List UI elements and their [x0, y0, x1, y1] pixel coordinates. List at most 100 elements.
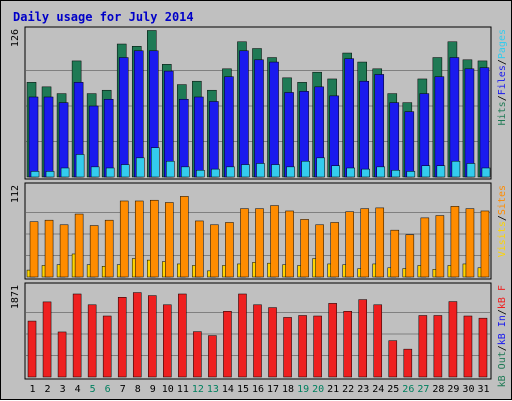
bar-pages	[286, 166, 295, 178]
bar-files	[179, 98, 189, 178]
ymax-label-visits-sites: 112	[10, 185, 21, 203]
bar-pages	[196, 169, 205, 178]
bar-files	[209, 101, 219, 178]
x-tick-label: 19	[297, 384, 309, 395]
bar-sites	[225, 222, 234, 278]
bar-pages	[436, 165, 446, 178]
bar-files	[434, 76, 445, 178]
bar-pages	[301, 160, 310, 178]
bar-pages	[331, 165, 340, 178]
bar-pages	[391, 169, 401, 178]
bar-files	[194, 96, 204, 178]
legend-separator: /	[497, 309, 508, 315]
bar-kb-f	[87, 304, 97, 378]
bar-files	[419, 93, 430, 178]
bar-kb-f	[223, 311, 232, 378]
bar-kb-f	[253, 304, 262, 378]
legend-separator: /	[497, 59, 508, 65]
bar-pages	[271, 164, 280, 178]
bar-kb-f	[27, 320, 37, 378]
bar-sites	[89, 225, 99, 278]
bar-pages	[60, 167, 70, 178]
bar-kb-f	[313, 315, 322, 378]
bar-pages	[75, 154, 85, 178]
bar-files	[58, 102, 69, 178]
bar-files	[374, 74, 385, 178]
bar-kb-f	[268, 307, 277, 378]
x-tick-label: 30	[462, 384, 474, 395]
bar-kb-f	[57, 331, 67, 378]
bar-files	[344, 58, 354, 178]
x-tick-label: 14	[222, 384, 234, 395]
x-tick-label: 1	[30, 384, 36, 395]
bar-kb-f	[463, 315, 473, 378]
bar-pages	[90, 166, 100, 178]
bar-pages	[346, 167, 355, 178]
x-tick-label: 11	[177, 384, 189, 395]
x-tick-label: 26	[402, 384, 414, 395]
legend-entry: kB Out	[497, 351, 508, 387]
bar-sites	[345, 211, 354, 278]
bar-sites	[270, 205, 279, 278]
bar-sites	[360, 208, 369, 278]
bar-sites	[435, 215, 445, 278]
bar-pages	[211, 168, 220, 178]
bar-files	[479, 67, 490, 178]
bar-files	[404, 111, 415, 178]
x-tick-label: 10	[162, 384, 174, 395]
bar-sites	[420, 217, 430, 278]
bar-pages	[151, 147, 160, 178]
bar-kb-f	[163, 304, 172, 378]
bar-files	[103, 98, 114, 178]
bar-kb-f	[343, 311, 352, 378]
x-tick-label: 17	[267, 384, 279, 395]
x-tick-label: 15	[237, 384, 249, 395]
legend-visits-sites: Visits/Sites	[497, 185, 508, 257]
bar-pages	[316, 157, 325, 178]
x-tick-label: 31	[477, 384, 489, 395]
bar-kb-f	[283, 317, 292, 378]
bar-kb-f	[148, 295, 157, 378]
bar-kb-f	[238, 293, 247, 378]
bar-files	[449, 57, 460, 178]
bar-files	[88, 105, 99, 178]
x-tick-label: 24	[372, 384, 384, 395]
x-tick-label: 3	[60, 384, 66, 395]
x-tick-label: 29	[447, 384, 459, 395]
bar-sites	[390, 229, 400, 278]
bar-files	[359, 80, 369, 178]
x-tick-label: 9	[150, 384, 156, 395]
bar-kb-f	[448, 301, 458, 378]
bar-pages	[361, 168, 370, 178]
bar-sites	[300, 219, 309, 278]
bar-pages	[451, 160, 461, 178]
legend-separator: /	[497, 95, 508, 101]
x-tick-label: 23	[357, 384, 369, 395]
x-tick-label: 16	[252, 384, 264, 395]
bar-pages	[406, 171, 416, 178]
legend-entry: kB In	[497, 315, 508, 345]
bar-sites	[134, 200, 144, 278]
x-tick-label: 22	[342, 384, 354, 395]
bar-sites	[330, 222, 339, 278]
ymax-label-kb-f-in-out: 1871	[10, 285, 21, 309]
bar-kb-f	[328, 303, 337, 378]
x-tick-label: 13	[207, 384, 219, 395]
legend-entry: kB F	[497, 285, 508, 309]
bar-sites	[375, 207, 385, 278]
bar-kb-f	[117, 297, 127, 378]
x-tick-label: 20	[312, 384, 324, 395]
x-tick-label: 25	[387, 384, 399, 395]
chart-title: Daily usage for July 2014	[13, 10, 194, 24]
bar-kb-f	[178, 293, 187, 378]
bar-sites	[29, 221, 39, 278]
x-tick-label: 12	[192, 384, 204, 395]
legend-entry: Sites	[497, 185, 508, 215]
legend-entry: Visits	[497, 221, 508, 257]
bar-pages	[241, 164, 250, 178]
bar-files	[464, 68, 475, 178]
bar-sites	[480, 210, 490, 278]
bar-files	[118, 57, 129, 178]
